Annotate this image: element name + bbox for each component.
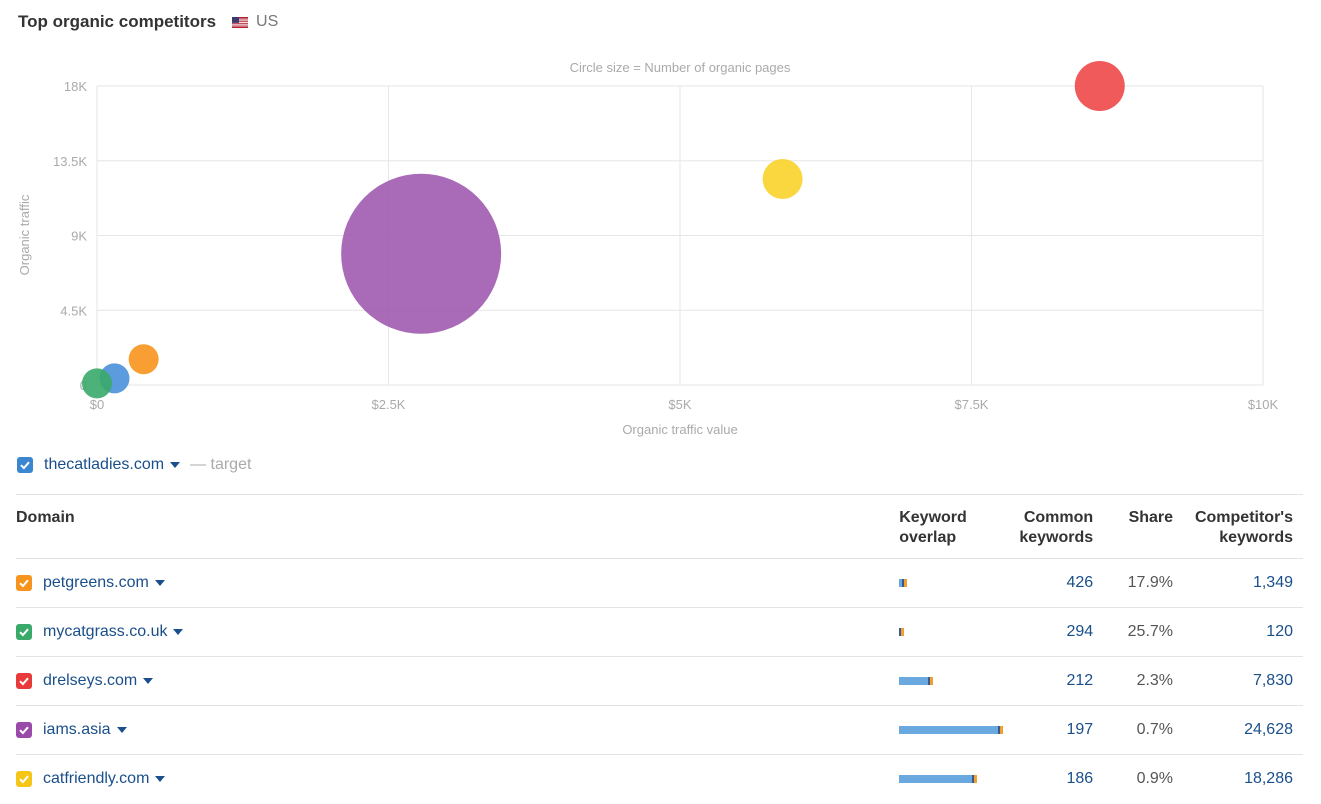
overlap-cell: [899, 755, 1013, 804]
chevron-down-icon[interactable]: [154, 580, 165, 586]
header-share[interactable]: Share: [1128, 509, 1174, 526]
competitor-domain-link[interactable]: petgreens.com: [43, 574, 149, 591]
competitor-domain-link[interactable]: iams.asia: [43, 721, 111, 738]
keyword-overlap-bar: [899, 677, 1003, 685]
competitor-domain-link[interactable]: catfriendly.com: [43, 770, 150, 788]
share-cell: 0.7%: [1136, 721, 1174, 738]
target-domain-link[interactable]: thecatladies.com: [44, 456, 165, 473]
y-axis-title: Organic traffic: [17, 194, 32, 275]
bubble-chart: Circle size = Number of organic pages 04…: [17, 60, 1279, 437]
check-icon: [19, 579, 29, 588]
common-keywords-cell[interactable]: 426: [1066, 574, 1094, 591]
bubble-point[interactable]: [128, 344, 159, 375]
table-row: iams.asia 197 0.7% 24,628: [16, 705, 1303, 755]
check-icon: [19, 628, 29, 637]
header: Top organic competitors US: [18, 12, 278, 32]
common-keywords-cell[interactable]: 186: [1066, 770, 1094, 788]
domain-cell: petgreens.com: [16, 559, 899, 608]
keyword-overlap-bar: [899, 726, 1004, 734]
row-checkbox[interactable]: [16, 771, 32, 788]
table-header-row: Domain Keyword overlap Common keywords Sha…: [16, 494, 1303, 559]
domain-cell: iams.asia: [16, 706, 899, 755]
keyword-overlap-bar: [899, 579, 1003, 587]
table-row: catfriendly.com 186 0.9% 18,286: [16, 754, 1303, 804]
x-tick-label: $10K: [1248, 397, 1279, 412]
us-flag-icon: [232, 16, 249, 28]
x-axis-ticks: $0 $2.5K $5K $7.5K $10K: [90, 397, 1279, 412]
check-icon: [20, 461, 30, 470]
chevron-down-icon[interactable]: [143, 678, 154, 684]
common-keywords-cell[interactable]: 212: [1066, 672, 1094, 689]
x-tick-label: $2.5K: [372, 397, 406, 412]
check-icon: [19, 677, 29, 686]
overlap-cell: [899, 559, 1013, 608]
target-domain-row: thecatladies.com — target: [17, 456, 251, 474]
y-tick-label: 18K: [64, 79, 87, 94]
row-checkbox[interactable]: [16, 673, 32, 689]
competitor-keywords-cell[interactable]: 1,349: [1252, 574, 1293, 591]
chart-grid: [96, 85, 1264, 386]
share-cell: 25.7%: [1127, 623, 1174, 640]
share-cell: 0.9%: [1136, 770, 1174, 788]
competitor-keywords-cell[interactable]: 18,286: [1244, 770, 1293, 788]
chevron-down-icon[interactable]: [116, 727, 127, 733]
chevron-down-icon[interactable]: [155, 776, 166, 783]
competitor-keywords-cell[interactable]: 7,830: [1252, 672, 1293, 689]
competitor-keywords-cell[interactable]: 24,628: [1244, 721, 1293, 738]
table-row: mycatgrass.co.uk 294 25.7% 120: [16, 607, 1303, 657]
competitor-domain-link[interactable]: mycatgrass.co.uk: [43, 623, 168, 640]
domain-cell: drelseys.com: [16, 657, 899, 706]
competitor-domain-link[interactable]: drelseys.com: [43, 672, 138, 689]
y-tick-label: 4.5K: [60, 303, 87, 318]
target-checkbox[interactable]: [17, 457, 33, 473]
bubble-point[interactable]: [341, 173, 502, 334]
check-icon: [19, 775, 29, 784]
domain-cell: catfriendly.com: [16, 755, 899, 804]
competitor-keywords-cell[interactable]: 120: [1266, 623, 1293, 640]
header-domain[interactable]: Domain: [16, 509, 75, 526]
keyword-overlap-bar: [899, 775, 1003, 784]
keyword-overlap-bar: [899, 628, 1003, 636]
overlap-cell: [899, 657, 1013, 706]
row-checkbox[interactable]: [16, 575, 32, 591]
y-tick-label: 9K: [71, 229, 87, 244]
table-row: drelseys.com 212 2.3% 7,830: [16, 656, 1303, 706]
x-tick-label: $0: [90, 397, 104, 412]
row-checkbox[interactable]: [16, 722, 32, 738]
page-title: Top organic competitors: [18, 12, 217, 31]
common-keywords-cell[interactable]: 197: [1066, 721, 1094, 738]
overlap-cell: [899, 608, 1013, 657]
share-cell: 17.9%: [1127, 574, 1174, 591]
header-common-keywords[interactable]: Common keywords: [1019, 509, 1094, 546]
domain-cell: mycatgrass.co.uk: [16, 608, 899, 657]
country-label: US: [256, 13, 279, 30]
bubble-point[interactable]: [82, 368, 112, 399]
chevron-down-icon[interactable]: [173, 629, 184, 635]
share-cell: 2.3%: [1136, 672, 1174, 689]
bubble-point[interactable]: [762, 159, 803, 200]
check-icon: [19, 726, 29, 735]
x-axis-title: Organic traffic value: [622, 422, 737, 437]
target-suffix: — target: [190, 456, 252, 473]
table-row: petgreens.com 426 17.9% 1,349: [16, 558, 1303, 608]
header-keyword-overlap[interactable]: Keyword overlap: [899, 509, 967, 546]
x-tick-label: $5K: [668, 397, 691, 412]
bubble-point[interactable]: [1074, 61, 1125, 111]
chart-note: Circle size = Number of organic pages: [570, 60, 791, 75]
chevron-down-icon[interactable]: [170, 462, 181, 468]
overlap-cell: [899, 706, 1013, 755]
row-checkbox[interactable]: [16, 624, 32, 640]
header-competitor-keywords[interactable]: Competitor's keywords: [1194, 509, 1293, 546]
competitors-table: Domain Keyword overlap Common keywords Sha…: [16, 494, 1303, 804]
common-keywords-cell[interactable]: 294: [1066, 623, 1094, 640]
chart-bubbles: [82, 61, 1125, 399]
x-tick-label: $7.5K: [955, 397, 989, 412]
y-tick-label: 13.5K: [53, 154, 87, 169]
